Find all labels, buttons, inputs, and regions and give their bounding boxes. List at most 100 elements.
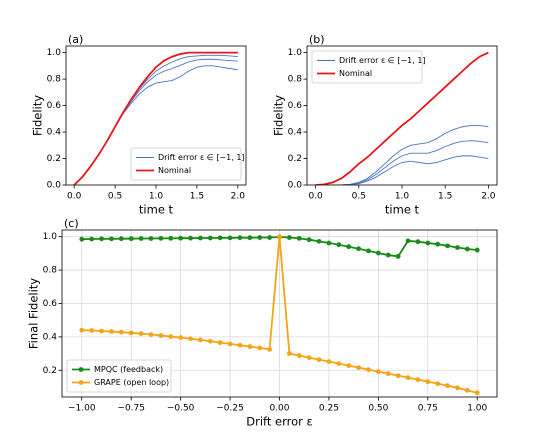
- point: [138, 331, 144, 336]
- x-tick-label: −0.25: [216, 404, 244, 414]
- point: [366, 248, 371, 254]
- y-tick-label: 0.4: [47, 128, 62, 138]
- y-axis-label: Final Fidelity: [27, 278, 41, 349]
- point: [346, 244, 352, 250]
- point: [207, 338, 213, 344]
- x-tick-label: 1.5: [438, 192, 452, 202]
- point: [346, 363, 352, 369]
- point: [356, 365, 361, 371]
- point: [464, 387, 470, 393]
- series-line: [73, 51, 238, 185]
- y-tick-label: 0.0: [47, 181, 62, 191]
- point: [168, 235, 174, 241]
- legend-label: Nominal: [158, 166, 191, 175]
- point: [316, 238, 322, 244]
- y-tick-label: 0.2: [288, 154, 302, 164]
- point: [207, 235, 213, 241]
- point: [158, 235, 164, 241]
- point: [247, 344, 253, 349]
- y-tick-label: 1.0: [43, 232, 58, 242]
- panel-label: (c): [64, 217, 79, 230]
- axes-frame: [306, 45, 498, 186]
- point: [474, 390, 480, 396]
- x-tick-label: 0.0: [308, 192, 323, 202]
- y-tick-label: 0.2: [43, 366, 57, 376]
- point: [227, 341, 233, 347]
- legend-box: [66, 359, 172, 393]
- point: [148, 236, 154, 241]
- x-tick-label: 2.0: [231, 192, 246, 202]
- point: [267, 235, 273, 240]
- point: [118, 236, 124, 242]
- x-tick-label: −0.75: [117, 404, 145, 414]
- point: [375, 250, 381, 256]
- point: [326, 359, 332, 364]
- panel-label: (a): [68, 33, 83, 46]
- point: [435, 241, 441, 247]
- x-tick-label: 0.75: [418, 404, 438, 414]
- point: [286, 235, 292, 240]
- point: [79, 236, 85, 242]
- y-tick-label: 0.6: [288, 101, 303, 111]
- point: [217, 235, 223, 241]
- y-axis-label: Fidelity: [272, 95, 286, 136]
- point: [306, 355, 312, 360]
- x-tick-label: 1.0: [395, 192, 410, 202]
- y-tick-label: 0.8: [288, 75, 303, 85]
- point: [257, 345, 263, 351]
- legend-marker: [78, 380, 84, 385]
- point: [198, 235, 203, 241]
- series-line: [315, 51, 489, 185]
- point: [178, 335, 184, 340]
- point: [415, 239, 421, 245]
- point: [188, 336, 193, 342]
- y-tick-label: 0.2: [47, 154, 61, 164]
- point: [445, 383, 450, 389]
- point: [286, 351, 292, 356]
- point: [455, 385, 460, 391]
- point: [89, 328, 95, 333]
- point: [375, 369, 381, 375]
- legend-label: MPQC (feedback): [94, 365, 163, 374]
- legend-box: [311, 50, 423, 84]
- series-line: [315, 155, 489, 185]
- point: [99, 236, 104, 242]
- point: [366, 367, 371, 373]
- point: [296, 235, 302, 241]
- point: [425, 240, 431, 246]
- point: [385, 371, 391, 377]
- point: [128, 236, 134, 242]
- legend-label: Drift error ε ∈ [−1, 1]: [339, 56, 426, 65]
- axes-frame: [61, 229, 498, 398]
- point: [198, 337, 203, 343]
- axes-frame: [65, 45, 247, 186]
- point: [415, 377, 421, 383]
- x-tick-label: 0.50: [368, 404, 388, 414]
- point: [128, 330, 134, 336]
- x-tick-label: −1.00: [68, 404, 96, 414]
- x-tick-label: 0.25: [319, 404, 339, 414]
- plot-area: [79, 234, 480, 396]
- point: [385, 252, 391, 258]
- plot-area: [73, 51, 238, 185]
- point: [405, 238, 411, 244]
- x-axis-label: Drift error ε: [246, 415, 313, 429]
- point: [425, 379, 431, 385]
- legend-label: Drift error ε ∈ [−1, 1]: [158, 153, 245, 162]
- point: [277, 234, 282, 240]
- y-tick-label: 0.0: [288, 181, 303, 191]
- point: [445, 243, 450, 249]
- series-line: [315, 124, 489, 185]
- point: [336, 242, 342, 248]
- point: [178, 235, 184, 241]
- panel: 0.0 0.2 0.4 0.6 0.8 1.0 0.0 0.5 1.0 1.5 2.0 (b) time…: [272, 33, 498, 217]
- point: [138, 236, 144, 241]
- point: [89, 236, 95, 242]
- point: [395, 373, 401, 379]
- point: [306, 237, 312, 243]
- point: [217, 340, 223, 345]
- y-tick-label: 0.6: [43, 299, 58, 309]
- y-tick-label: 1.0: [288, 48, 303, 58]
- point: [395, 253, 401, 259]
